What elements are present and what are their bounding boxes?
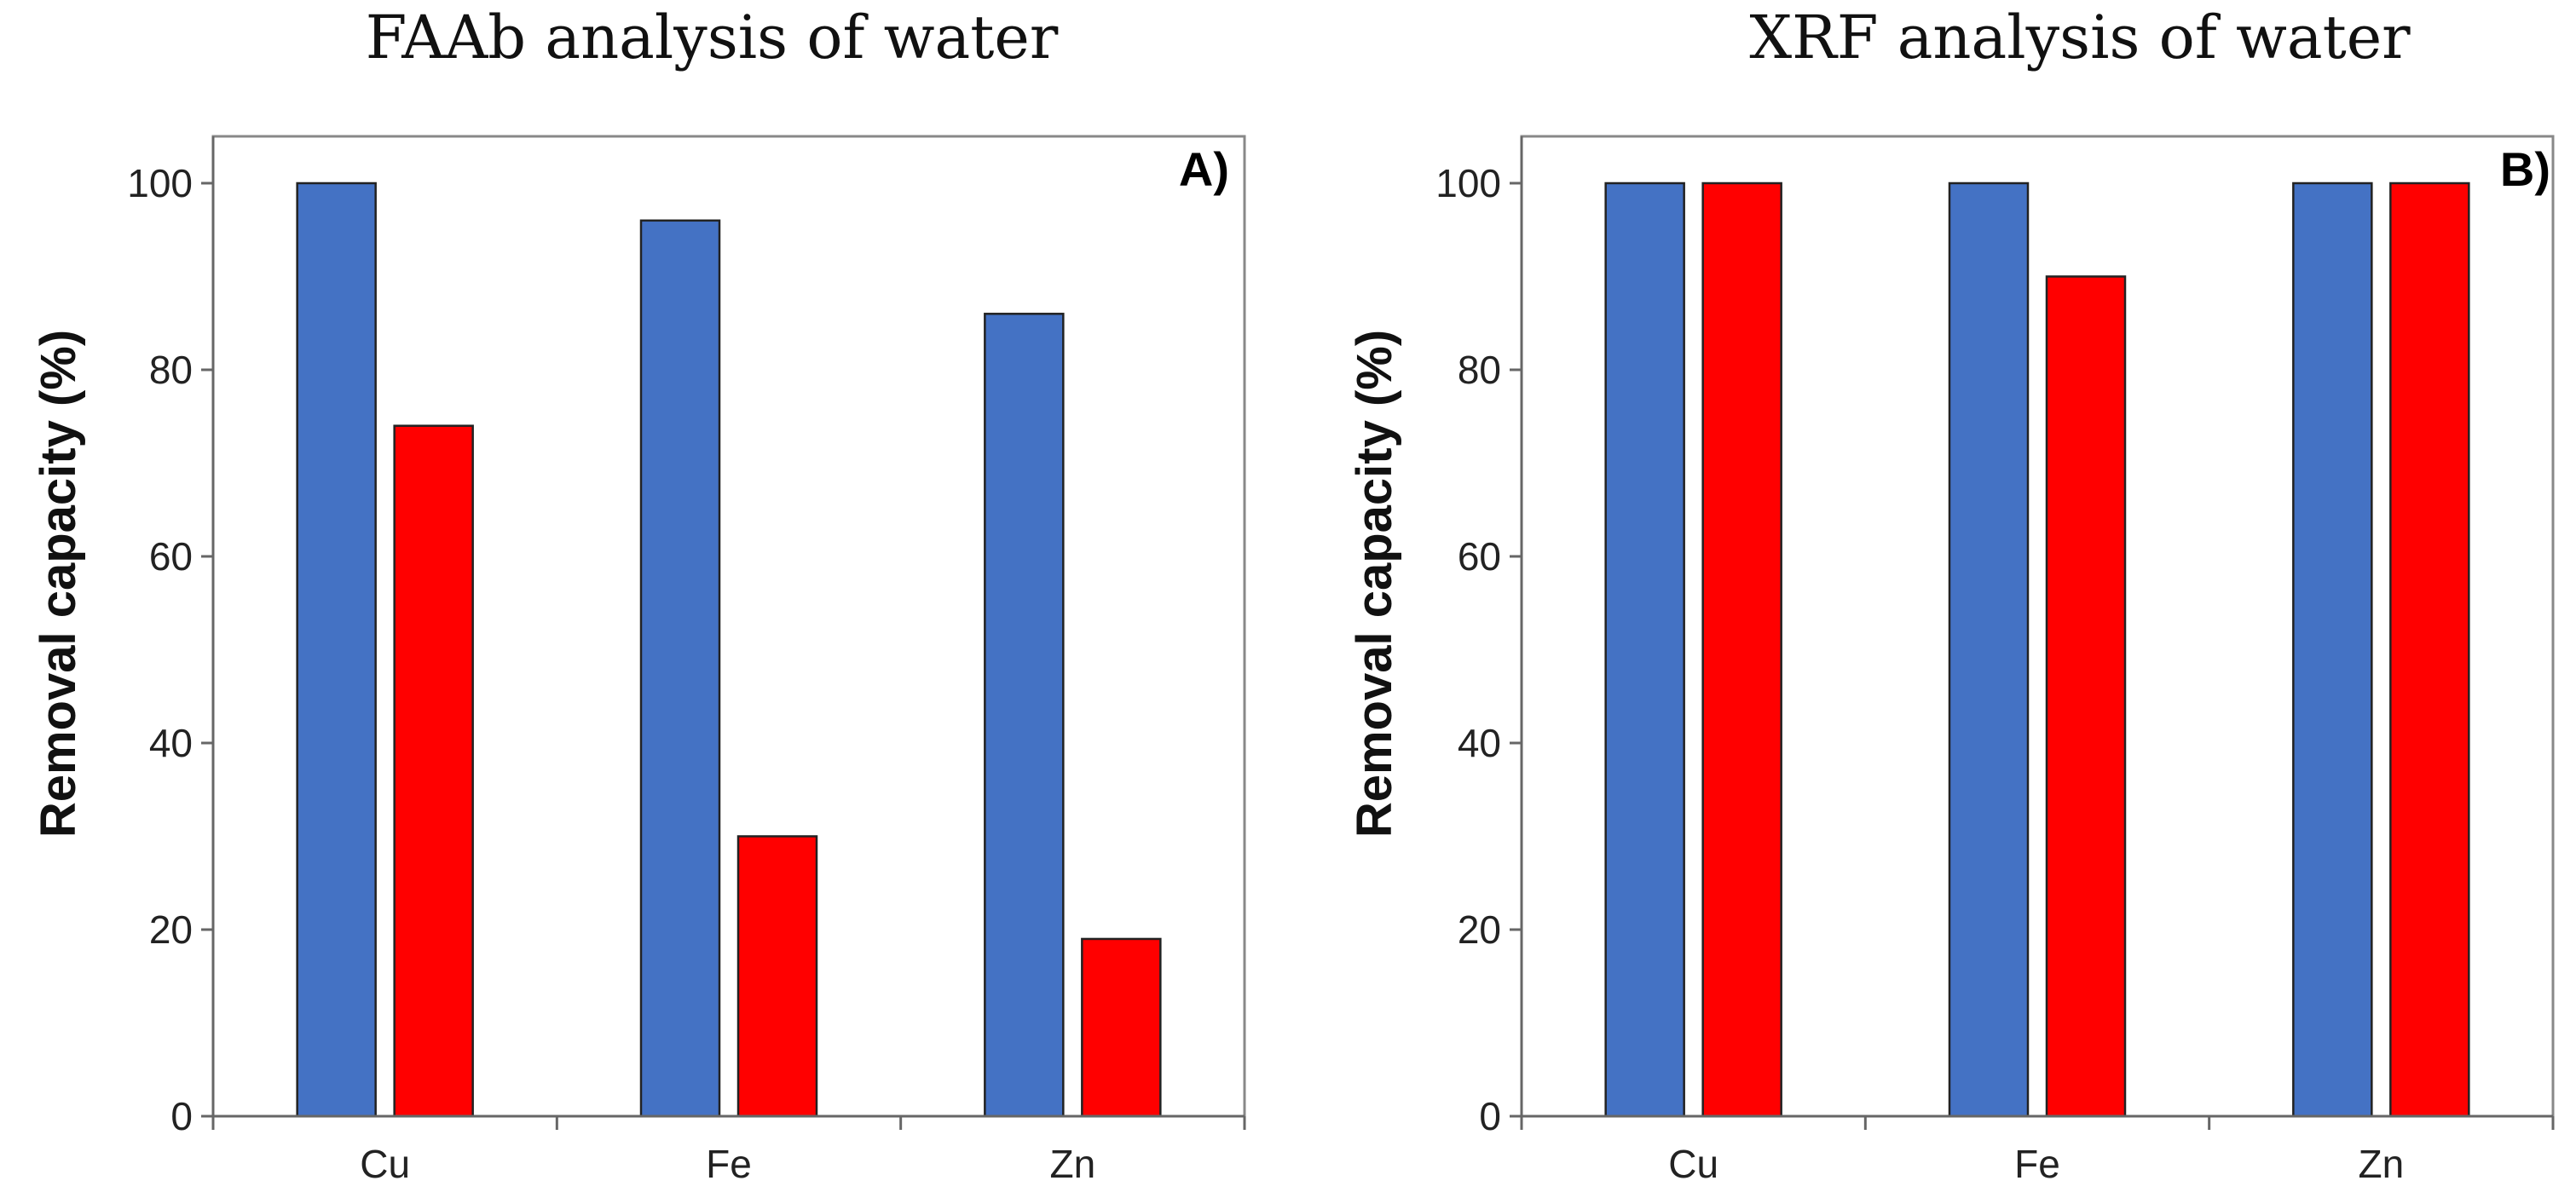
x-tick-label: Cu	[1668, 1142, 1718, 1186]
y-tick-label: 100	[127, 161, 193, 205]
bar-cu-series-1	[296, 181, 377, 1118]
bar-fe-series-2	[736, 835, 818, 1118]
bar-cu-series-1	[1604, 181, 1685, 1118]
bar-group	[1604, 181, 2470, 1118]
y-tick-label: 60	[149, 534, 193, 579]
bar-fe-series-1	[1948, 181, 2030, 1118]
chart-title: FAAb analysis of water	[366, 3, 1059, 72]
y-tick-label: 60	[1458, 534, 1501, 579]
bar-cu-series-2	[393, 424, 474, 1118]
y-tick-label: 40	[149, 721, 193, 765]
y-tick-label: 0	[170, 1094, 193, 1138]
x-tick-label: Fe	[706, 1142, 752, 1186]
bar-fe-series-1	[639, 219, 721, 1118]
bar-fe-series-2	[2045, 275, 2127, 1118]
y-tick-label: 80	[149, 348, 193, 392]
y-tick-label: 0	[1479, 1094, 1501, 1138]
x-tick-label: Cu	[360, 1142, 410, 1186]
panel-label: A)	[1179, 142, 1229, 196]
chart-title: XRF analysis of water	[1749, 3, 2411, 72]
panel-label: B)	[2500, 142, 2550, 196]
y-tick-label: 40	[1458, 721, 1501, 765]
bar-zn-series-1	[2292, 181, 2373, 1118]
y-tick-label: 80	[1458, 348, 1501, 392]
x-tick-label: Zn	[2358, 1142, 2404, 1186]
y-tick-label: 20	[149, 907, 193, 952]
bar-zn-series-1	[984, 313, 1065, 1118]
bar-cu-series-2	[1701, 181, 1782, 1118]
y-tick-label: 20	[1458, 907, 1501, 952]
chart-faab: FAAb analysis of water Removal capacity …	[31, 3, 1246, 1186]
bar-group	[296, 181, 1162, 1118]
y-axis-label: Removal capacity (%)	[31, 330, 86, 838]
y-axis-label: Removal capacity (%)	[1347, 330, 1402, 838]
x-tick-label: Zn	[1049, 1142, 1095, 1186]
bar-zn-series-2	[2389, 181, 2470, 1118]
y-tick-label: 100	[1435, 161, 1501, 205]
axes: 0 20 40 60 80 100 Cu Fe Zn	[127, 136, 1246, 1186]
bar-zn-series-2	[1081, 937, 1162, 1118]
chart-xrf: XRF analysis of water Removal capacity (…	[1347, 3, 2555, 1186]
x-tick-label: Fe	[2014, 1142, 2060, 1186]
axes: 0 20 40 60 80 100 Cu Fe Zn	[1435, 136, 2555, 1186]
